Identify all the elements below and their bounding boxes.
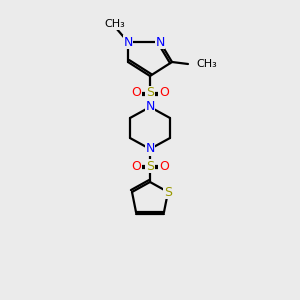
Text: S: S — [146, 160, 154, 172]
Text: O: O — [131, 160, 141, 172]
Text: N: N — [155, 35, 165, 49]
Text: S: S — [146, 86, 154, 100]
Text: S: S — [164, 185, 172, 199]
Text: O: O — [131, 86, 141, 100]
Text: CH₃: CH₃ — [196, 59, 217, 69]
Text: O: O — [159, 86, 169, 100]
Text: N: N — [123, 35, 133, 49]
Text: CH₃: CH₃ — [105, 19, 125, 29]
Text: N: N — [145, 142, 155, 155]
Text: O: O — [159, 160, 169, 172]
Text: N: N — [145, 100, 155, 113]
